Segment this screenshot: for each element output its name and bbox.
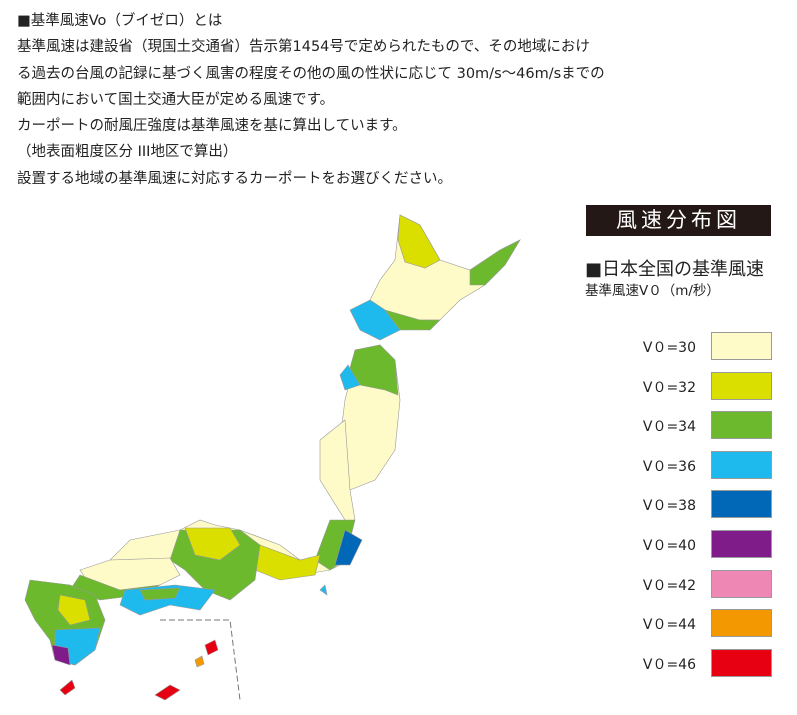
legend-item: V０=32: [600, 371, 772, 400]
legend-swatch: [711, 648, 772, 677]
region-amami: [194, 655, 205, 668]
legend-item: V０=38: [600, 490, 772, 519]
region-tokai: [254, 544, 321, 581]
intro-line: 設置する地域の基準風速に対応するカーポートをお選びください。: [17, 170, 452, 187]
legend-item: V０=36: [600, 450, 772, 479]
intro-line: 範囲内において国土交通大臣が定める風速です。: [17, 91, 335, 108]
region-hokkaido-north: [397, 214, 441, 269]
region-okinawa-islands: [154, 684, 181, 701]
map-title: 風速分布図: [586, 205, 771, 236]
legend-label: V０=32: [642, 379, 696, 396]
legend-label: V０=44: [642, 617, 696, 634]
region-kagoshima: [51, 644, 71, 666]
legend-item: V０=46: [600, 648, 772, 677]
region-hokkaido-east: [469, 239, 521, 286]
region-shikoku-north: [139, 587, 181, 601]
intro-line: る過去の台風の記録に基づく風害の程度その他の風の性状に応じて 30m/s〜46m…: [17, 65, 605, 82]
legend-item: V０=42: [600, 569, 772, 598]
legend-label: V０=38: [642, 498, 696, 515]
region-izu: [319, 584, 328, 596]
inset-border: [160, 619, 241, 701]
legend-swatch: [711, 450, 772, 479]
legend-label: V０=30: [642, 340, 696, 356]
map-subtitle: ■日本全国の基準風速: [585, 259, 765, 280]
region-boso: [334, 529, 363, 566]
intro-heading: ■基準風速Vo（ブイゼロ）とは: [17, 13, 223, 29]
legend-swatch: [711, 569, 772, 598]
legend-label: V０=34: [642, 419, 696, 436]
legend-swatch: [711, 530, 772, 558]
legend-label: V０=40: [642, 538, 696, 554]
legend-label: V０=42: [642, 577, 696, 594]
legend-swatch: [711, 371, 772, 400]
intro-line: （地表面粗度区分 III地区で算出）: [17, 144, 238, 161]
region-hokkaido-south: [384, 309, 441, 331]
region-okinawa: [59, 679, 76, 696]
region-nansei-islands: [204, 639, 219, 656]
legend-label: V０=46: [642, 656, 696, 673]
region-kyushu-center: [57, 594, 91, 626]
legend-item: V０=34: [600, 411, 772, 440]
intro-line: 基準風速は建設省（現国土交通省）告示第1454号で定められたもので、その地域にお…: [17, 39, 590, 56]
region-tohoku-coast: [339, 364, 361, 391]
intro-line: カーポートの耐風圧強度は基準風速を基に算出しています。: [17, 118, 407, 135]
map-unit-label: 基準風速V０（m/秒）: [585, 283, 720, 299]
legend-swatch: [711, 332, 772, 360]
legend-item: V０=44: [600, 609, 772, 638]
region-kinki-north: [184, 527, 241, 561]
legend-item: V０=40: [600, 530, 772, 558]
intro-text: ■基準風速Vo（ブイゼロ）とは 基準風速は建設省（現国土交通省）告示第1454号…: [17, 8, 605, 192]
legend-swatch: [711, 411, 772, 440]
legend-swatch: [711, 609, 772, 638]
legend-label: V０=36: [642, 458, 696, 475]
legend-item: V０=30: [600, 332, 772, 360]
legend-swatch: [711, 490, 772, 519]
